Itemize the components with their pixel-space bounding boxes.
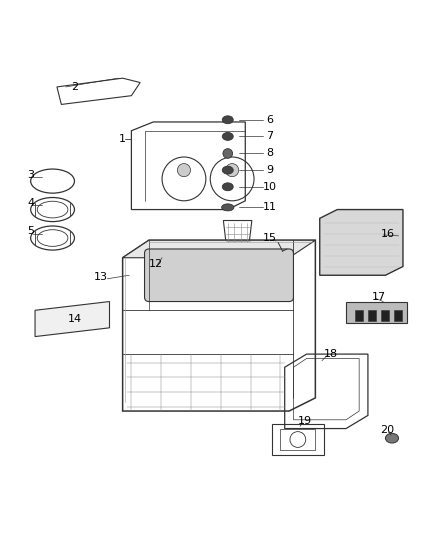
Text: 1: 1 <box>119 134 126 144</box>
Text: 16: 16 <box>381 229 395 239</box>
Text: 2: 2 <box>71 82 78 92</box>
Text: 6: 6 <box>266 115 273 125</box>
Bar <box>394 310 402 321</box>
Text: 12: 12 <box>148 260 162 269</box>
Text: 4: 4 <box>27 198 34 208</box>
Text: 10: 10 <box>262 182 276 192</box>
Ellipse shape <box>223 149 233 158</box>
Text: 18: 18 <box>324 349 338 359</box>
Polygon shape <box>346 302 407 324</box>
Ellipse shape <box>223 166 233 174</box>
Text: 11: 11 <box>262 203 276 212</box>
Bar <box>368 310 376 321</box>
Ellipse shape <box>222 204 234 211</box>
Circle shape <box>177 164 191 177</box>
Ellipse shape <box>223 116 233 124</box>
Polygon shape <box>35 302 110 336</box>
Text: 3: 3 <box>27 169 34 180</box>
Text: 14: 14 <box>67 314 81 324</box>
Text: 13: 13 <box>94 272 108 282</box>
Text: 5: 5 <box>27 227 34 237</box>
Text: 19: 19 <box>297 416 311 426</box>
Ellipse shape <box>223 133 233 140</box>
Circle shape <box>226 164 239 177</box>
Bar <box>355 310 363 321</box>
Bar <box>381 310 389 321</box>
FancyBboxPatch shape <box>145 249 293 302</box>
Text: 9: 9 <box>266 165 273 175</box>
Text: 17: 17 <box>372 292 386 302</box>
Text: 20: 20 <box>381 425 395 435</box>
Text: 15: 15 <box>262 233 276 243</box>
Polygon shape <box>320 209 403 275</box>
Text: 7: 7 <box>266 132 273 141</box>
Ellipse shape <box>385 433 399 443</box>
Ellipse shape <box>223 183 233 191</box>
Polygon shape <box>123 240 315 258</box>
Text: 8: 8 <box>266 149 273 158</box>
